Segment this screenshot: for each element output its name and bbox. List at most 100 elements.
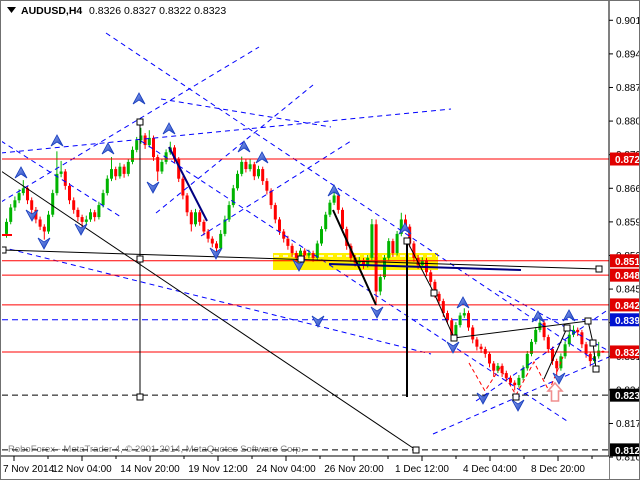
up-candle <box>219 233 223 249</box>
svg-text:0.8514: 0.8514 <box>615 257 640 268</box>
up-candle <box>567 334 571 345</box>
drag-handle <box>592 365 600 373</box>
up-candle <box>97 205 101 218</box>
up-candle <box>9 207 13 222</box>
up-candle <box>13 200 17 208</box>
price-tick-label: 0.8595 <box>616 217 640 228</box>
up-candle <box>496 365 500 371</box>
up-candle <box>454 325 458 335</box>
fractal-up-icon <box>562 309 576 322</box>
up-candle <box>525 353 529 369</box>
down-candle <box>72 200 76 210</box>
fractal-up-icon <box>14 166 28 179</box>
up-candle <box>521 368 525 378</box>
svg-text:0.8391: 0.8391 <box>615 316 640 327</box>
down-candle <box>488 353 491 364</box>
down-candle <box>282 231 286 239</box>
chart-dropdown-icon[interactable] <box>7 7 16 13</box>
down-candle <box>429 272 433 282</box>
up-candle <box>530 341 533 354</box>
drag-handle <box>595 265 603 273</box>
down-candle <box>412 243 416 258</box>
price-tick-label: 0.8455 <box>616 285 640 296</box>
up-candle <box>160 161 164 172</box>
drag-handle <box>589 339 597 347</box>
down-candle <box>433 281 437 294</box>
chart-title-quotes: 0.8326 0.8327 0.8322 0.8323 <box>89 5 226 17</box>
forecast-path <box>406 240 597 380</box>
time-tick-label: 26 Nov 20:00 <box>324 464 384 475</box>
down-candle <box>26 188 29 201</box>
up-candle <box>328 202 332 215</box>
up-candle <box>387 241 391 258</box>
down-candle <box>492 363 496 371</box>
svg-text:0.8234: 0.8234 <box>615 391 640 402</box>
price-scale[interactable]: 0.90150.89450.88750.88050.87350.86650.85… <box>608 1 640 480</box>
up-candle <box>332 195 336 203</box>
up-candle <box>462 313 466 316</box>
up-candle <box>135 140 139 150</box>
down-candle <box>441 301 445 314</box>
drag-handle <box>412 446 420 454</box>
fractal-up-icon <box>237 140 251 153</box>
up-candle <box>47 214 50 232</box>
down-candle <box>76 209 80 218</box>
chart-plot-area[interactable]: RoboForex - MetaTrader 4, © 2001-2014, M… <box>1 32 609 455</box>
up-candle <box>572 329 575 335</box>
svg-text:0.8324: 0.8324 <box>615 348 640 359</box>
time-tick-label: 7 Nov 2014 <box>3 464 55 475</box>
svg-text:0.8484: 0.8484 <box>615 271 640 282</box>
down-candle <box>546 337 550 350</box>
drag-handle <box>450 334 458 342</box>
down-candle <box>143 135 147 146</box>
down-candle <box>278 219 281 232</box>
price-level-label: 0.8324 <box>610 345 640 359</box>
fractal-down-icon <box>25 209 39 222</box>
down-candle <box>244 161 248 170</box>
up-candle <box>299 250 302 258</box>
up-candle <box>5 221 8 234</box>
down-candle <box>580 332 584 345</box>
fractal-up-icon <box>327 184 341 197</box>
price-tick-label: 0.9015 <box>616 16 640 27</box>
up-candle <box>59 171 63 174</box>
price-level-label: 0.8234 <box>610 388 640 402</box>
down-candle <box>584 344 588 354</box>
up-candle <box>534 329 538 342</box>
object-handles[interactable] <box>1 118 603 454</box>
down-candle <box>446 313 449 321</box>
down-candle <box>290 245 294 254</box>
price-level-label: 0.8484 <box>610 268 640 282</box>
drag-handle <box>430 289 438 297</box>
horizontal-levels <box>2 158 609 451</box>
down-candle <box>93 212 97 218</box>
up-candle <box>378 277 382 292</box>
price-level-label: 0.8514 <box>610 254 640 268</box>
down-candle <box>273 205 277 220</box>
up-candle <box>223 219 227 234</box>
svg-text:0.8120: 0.8120 <box>615 446 640 457</box>
fractal-up-icon <box>398 222 412 235</box>
up-candle <box>139 135 143 141</box>
down-candle <box>475 339 479 347</box>
up-candle <box>101 193 105 206</box>
down-candle <box>404 219 407 227</box>
drag-handle <box>512 393 520 401</box>
down-candle <box>500 365 504 374</box>
price-level-label: 0.8422 <box>610 298 639 312</box>
time-tick-label: 8 Dec 20:00 <box>531 464 585 475</box>
up-candle <box>517 377 521 386</box>
down-candle <box>303 250 307 256</box>
down-candle <box>152 137 155 158</box>
down-candle <box>265 181 269 191</box>
down-candle <box>551 349 554 362</box>
up-candle <box>105 178 109 194</box>
up-candle <box>231 188 235 206</box>
down-candle <box>202 221 206 232</box>
chart-title-bar: AUDUSD,H4 0.8326 0.8327 0.8322 0.8323 <box>7 5 226 17</box>
fractal-up-icon <box>255 151 269 164</box>
drag-handle <box>584 317 592 325</box>
